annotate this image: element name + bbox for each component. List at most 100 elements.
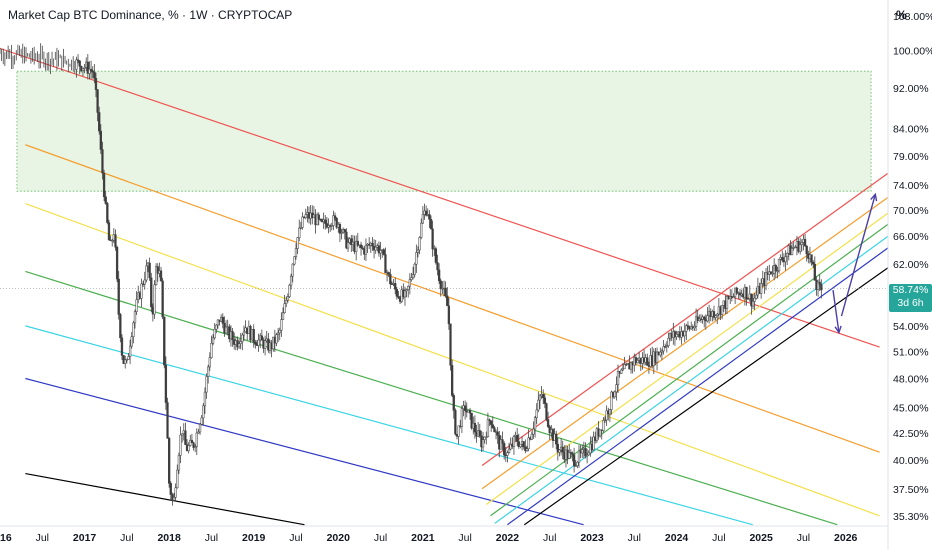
- candle-body: [83, 67, 86, 69]
- candle-body: [117, 278, 120, 315]
- y-tick-label: 74.00%: [893, 180, 929, 192]
- candle-body: [371, 242, 374, 247]
- candle-body: [571, 452, 574, 456]
- down-arrow-head: [834, 325, 842, 335]
- candle-body: [148, 262, 151, 279]
- candle-body: [324, 219, 327, 224]
- y-tick-label: 54.00%: [893, 321, 929, 333]
- candle-body: [286, 296, 290, 301]
- candle-body: [355, 240, 358, 252]
- candle-body: [703, 316, 706, 320]
- candle-body: [210, 343, 213, 358]
- candle-body: [428, 214, 431, 220]
- y-tick-label: 37.50%: [893, 484, 929, 496]
- x-tick-label: 2026: [834, 532, 858, 544]
- candle-body: [439, 280, 442, 290]
- candle-body: [359, 244, 363, 249]
- candle-body: [527, 437, 530, 449]
- candle-body: [620, 369, 623, 374]
- candle-body: [568, 452, 571, 459]
- candle-body: [771, 273, 774, 275]
- bar-countdown: 3d 6h: [897, 297, 924, 309]
- candle-body: [202, 405, 205, 419]
- candle-body: [786, 252, 789, 258]
- candle-body: [572, 454, 576, 467]
- orange-descending-line: [25, 144, 880, 453]
- candle-body: [335, 217, 338, 228]
- y-tick-label: 108.00%: [893, 11, 932, 23]
- blue-descending-line: [25, 377, 584, 526]
- chart-title: Market Cap BTC Dominance, % · 1W · CRYPT…: [8, 8, 293, 22]
- candle-body: [732, 296, 735, 298]
- candle-body: [317, 214, 320, 220]
- candle-body: [537, 399, 540, 411]
- candle-body: [241, 334, 244, 342]
- y-tick-label: 48.00%: [893, 373, 929, 385]
- candle-body: [532, 428, 535, 435]
- candle-body: [503, 443, 506, 456]
- axis-unit: %: [896, 8, 907, 22]
- candle-body: [664, 346, 667, 348]
- candle-body: [407, 285, 410, 290]
- candle-body: [449, 323, 452, 366]
- candle-body: [545, 403, 548, 420]
- candle-body: [159, 270, 163, 282]
- candle-body: [473, 422, 477, 433]
- x-tick-label: 2018: [157, 532, 181, 544]
- candle-body: [276, 332, 280, 335]
- candle-body: [164, 364, 168, 403]
- candle-body: [421, 214, 425, 224]
- candle-body: [444, 287, 447, 297]
- candle-body: [125, 359, 129, 361]
- candle-body: [280, 319, 283, 331]
- candle-body: [291, 263, 294, 277]
- candle-body: [533, 417, 537, 430]
- candle-body: [86, 61, 89, 74]
- candle-body: [167, 437, 171, 484]
- candle-body: [99, 130, 102, 150]
- candle-body: [587, 452, 590, 456]
- x-tick-label: 2020: [327, 532, 351, 544]
- candle-body: [623, 364, 626, 370]
- time-axis[interactable]: 2016 Jul 2017 Jul 2018 Jul 2019 Jul 2020 Jul 2021 J…: [0, 532, 858, 544]
- candle-body: [190, 439, 194, 443]
- candle-body: [434, 248, 438, 263]
- candle-body: [293, 256, 296, 265]
- candle-body: [205, 376, 208, 393]
- candle-body: [181, 433, 184, 436]
- candle-body: [107, 222, 111, 241]
- y-tick-label: 42.50%: [893, 428, 929, 440]
- candle-body: [384, 254, 387, 274]
- candle-body: [114, 234, 117, 248]
- candle-body: [115, 246, 119, 280]
- zones-layer: [16, 70, 872, 192]
- price-axis[interactable]: 108.00% 100.00% 92.00% 84.00% 79.00% 74.00% 70…: [893, 11, 932, 523]
- candle-body: [216, 319, 220, 326]
- candle-body: [803, 238, 807, 247]
- candle-body: [81, 68, 85, 71]
- candle-body: [506, 452, 509, 456]
- candle-body: [486, 419, 490, 438]
- candle-body: [263, 340, 267, 349]
- candle-body: [75, 59, 78, 70]
- candle-body: [231, 331, 234, 340]
- candle-body: [124, 359, 127, 364]
- candle-body: [345, 231, 348, 249]
- candle-body: [714, 315, 717, 318]
- candle-body: [629, 362, 633, 370]
- candle-body: [289, 275, 293, 286]
- candle-body: [403, 290, 407, 298]
- candle-body: [665, 345, 668, 347]
- x-tick-label: 2016: [0, 532, 12, 544]
- candle-body: [350, 238, 353, 246]
- y-tick-label: 62.00%: [893, 259, 929, 271]
- candle-body: [150, 277, 153, 308]
- x-tick-label: Jul: [797, 532, 810, 544]
- candle-body: [294, 248, 298, 258]
- candle-body: [78, 60, 81, 67]
- candle-body: [93, 71, 96, 79]
- y-tick-label: 79.00%: [893, 151, 929, 163]
- candle-body: [436, 262, 439, 271]
- yellow-ascending-line: [485, 212, 889, 505]
